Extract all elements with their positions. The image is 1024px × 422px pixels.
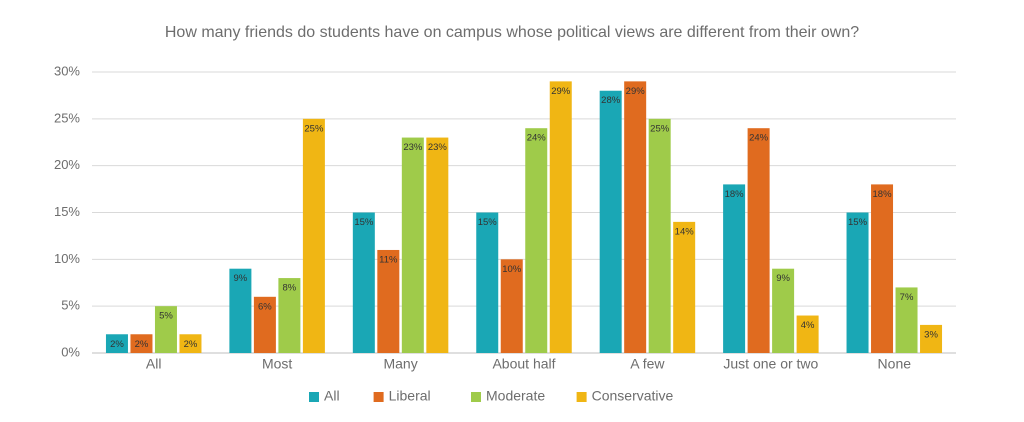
value-label: 11% [379, 254, 398, 265]
bar [377, 249, 400, 353]
legend-swatch [471, 392, 481, 402]
value-label: 23% [428, 142, 448, 153]
bar [525, 128, 548, 353]
x-tick-label: A few [630, 356, 665, 372]
value-label: 18% [725, 189, 745, 200]
bar [426, 137, 449, 353]
value-label: 29% [626, 86, 646, 97]
value-label: 8% [283, 283, 297, 294]
legend-swatch [309, 392, 319, 402]
bar [352, 212, 375, 353]
value-label: 9% [776, 273, 790, 284]
x-tick-label: All [146, 356, 162, 372]
bar [278, 278, 301, 353]
value-label: 24% [749, 133, 769, 144]
legend-label: Liberal [389, 388, 431, 404]
bar [401, 137, 424, 353]
legend-label: Conservative [592, 388, 674, 404]
value-label: 5% [159, 311, 173, 322]
value-label: 10% [502, 264, 522, 275]
value-label: 25% [304, 123, 324, 134]
value-label: 18% [873, 189, 893, 200]
x-tick-label: Many [383, 356, 417, 372]
x-tick-label: Just one or two [723, 356, 818, 372]
value-label: 2% [135, 339, 149, 350]
y-tick-label: 0% [61, 344, 80, 359]
bar [747, 128, 770, 353]
bar [624, 81, 647, 353]
bar [179, 334, 202, 353]
value-label: 14% [675, 226, 695, 237]
bar [302, 118, 325, 353]
legend-label: Moderate [486, 388, 545, 404]
value-label: 4% [801, 320, 815, 331]
x-tick-label: Most [262, 356, 292, 372]
y-tick-label: 5% [61, 298, 80, 313]
y-tick-label: 15% [54, 204, 80, 219]
bar [895, 287, 918, 353]
bar [549, 81, 572, 353]
value-label: 9% [234, 273, 248, 284]
bar [130, 334, 153, 353]
bar [500, 259, 523, 353]
x-tick-label: None [878, 356, 912, 372]
legend-swatch [373, 392, 384, 402]
legend-label: All [324, 388, 340, 404]
value-label: 3% [924, 329, 938, 340]
bar [772, 268, 795, 353]
value-label: 7% [900, 292, 914, 303]
value-label: 28% [601, 95, 621, 106]
bar [105, 334, 128, 353]
legend-swatch [576, 392, 587, 402]
value-label: 24% [527, 133, 547, 144]
bar [648, 118, 671, 353]
bar [846, 212, 869, 353]
bar [476, 212, 499, 353]
bar [796, 315, 819, 353]
value-label: 15% [848, 217, 868, 228]
value-label: 6% [258, 301, 272, 312]
value-label: 15% [478, 217, 498, 228]
value-label: 2% [110, 339, 124, 350]
value-label: 29% [551, 86, 571, 97]
y-tick-label: 10% [54, 251, 80, 266]
y-tick-label: 20% [54, 157, 80, 172]
bar [871, 184, 894, 353]
y-tick-label: 25% [54, 110, 80, 125]
bar [229, 268, 252, 353]
value-label: 25% [650, 123, 670, 134]
bar [253, 296, 276, 353]
value-label: 23% [403, 142, 423, 153]
chart-title: How many friends do students have on cam… [165, 24, 859, 41]
value-label: 15% [354, 217, 374, 228]
bar [920, 324, 943, 353]
value-label: 2% [184, 339, 198, 350]
bar [599, 90, 622, 353]
bar [673, 221, 696, 353]
bar [723, 184, 746, 353]
bar [154, 306, 177, 353]
x-tick-label: About half [492, 356, 555, 372]
y-tick-label: 30% [54, 63, 80, 78]
